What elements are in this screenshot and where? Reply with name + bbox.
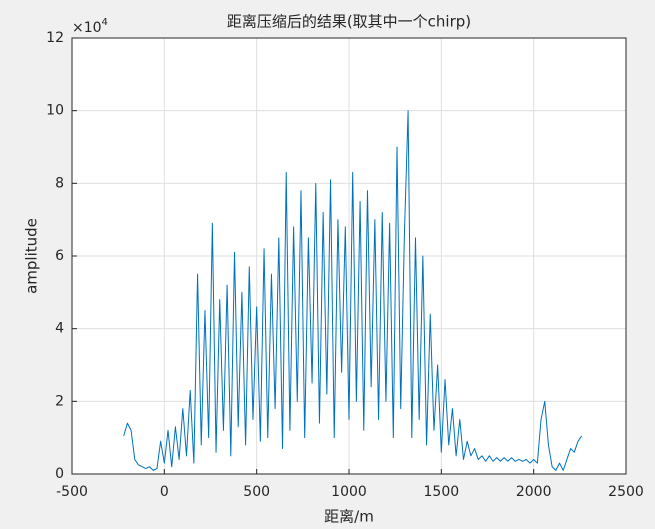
y-tick-label: 8 xyxy=(55,175,64,191)
y-tick-label: 12 xyxy=(46,30,64,46)
y-axis-label: amplitude xyxy=(23,218,41,294)
series xyxy=(123,110,583,471)
y-tick-label: 0 xyxy=(55,466,64,482)
x-tick-label: 0 xyxy=(160,484,169,500)
y-tick-label: 4 xyxy=(55,321,64,337)
x-axis-label: 距离/m xyxy=(324,508,374,526)
x-tick-label: -500 xyxy=(56,484,88,500)
y-exponent: ×104 xyxy=(72,17,108,36)
x-tick-label: 1000 xyxy=(331,484,367,500)
ticks: -500 0 500 1000 1500 2000 2500 0 2 4 6 8 10 12 xyxy=(46,30,644,500)
x-tick-label: 2500 xyxy=(608,484,644,500)
x-tick-label: 2000 xyxy=(516,484,552,500)
x-tick-label: 500 xyxy=(243,484,270,500)
y-exponent-power: 4 xyxy=(102,17,108,28)
y-tick-label: 10 xyxy=(46,103,64,119)
y-tick-label: 6 xyxy=(55,248,64,264)
chart-title: 距离压缩后的结果(取其中一个chirp) xyxy=(227,13,471,31)
x-tick-label: 1500 xyxy=(424,484,460,500)
y-tick-label: 2 xyxy=(55,393,64,409)
line xyxy=(123,110,583,471)
y-exponent-base: ×10 xyxy=(72,20,102,36)
